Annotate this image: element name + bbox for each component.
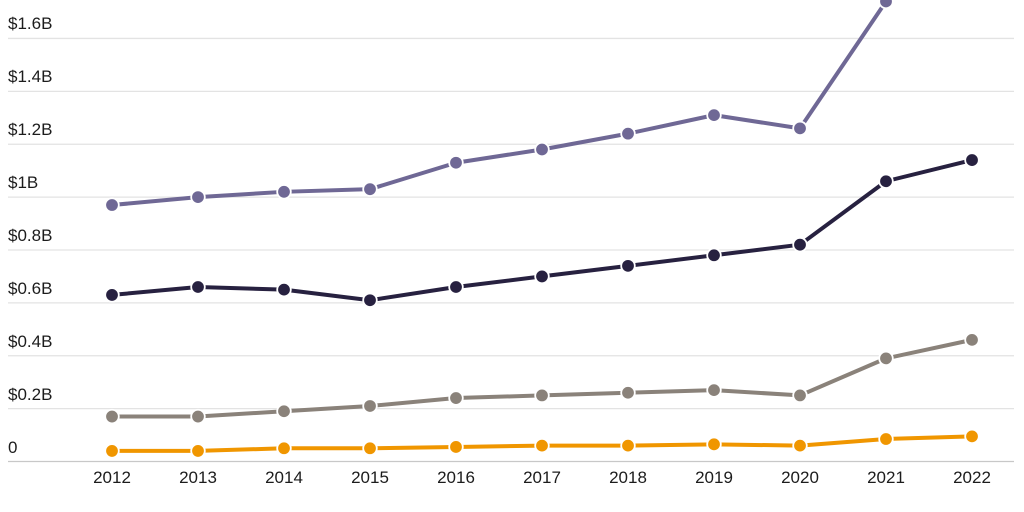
gray-series-point-2012 (104, 408, 120, 425)
orange-series-point-2020 (792, 437, 808, 454)
y-tick-label: $1B (8, 173, 39, 193)
x-tick-label: 2021 (867, 468, 905, 487)
orange-series-point-2014 (276, 440, 292, 456)
x-tick-label: 2020 (781, 468, 819, 487)
gray-series-point-2018 (620, 385, 636, 401)
y-tick-label: $0.6B (8, 278, 53, 298)
navy-series-point-2017 (534, 268, 550, 285)
orange-series-point-2012 (104, 443, 120, 459)
navy-series-point-2021 (878, 173, 894, 189)
y-tick-label: $1.2B (8, 120, 53, 140)
y-tick-label: $0.4B (8, 331, 53, 351)
x-tick-label: 2014 (265, 468, 303, 487)
navy-series-point-2022 (964, 152, 980, 168)
purple-series-point-2014 (276, 184, 292, 200)
gray-series-point-2013 (190, 408, 206, 425)
navy-series-point-2016 (448, 279, 464, 295)
orange-series-point-2019 (706, 436, 722, 453)
gray-series-point-2019 (706, 382, 722, 398)
x-tick-label: 2015 (351, 468, 389, 487)
gray-series-point-2014 (276, 403, 292, 419)
gray-series-point-2015 (362, 398, 378, 414)
purple-series-point-2019 (706, 107, 722, 123)
purple-series-point-2015 (362, 181, 378, 197)
orange-series-point-2017 (534, 437, 550, 454)
purple-series-point-2017 (534, 141, 550, 158)
x-tick-label: 2018 (609, 468, 647, 487)
purple-series-point-2020 (792, 120, 808, 137)
y-tick-label: $1.6B (8, 14, 53, 34)
navy-series-point-2012 (104, 287, 120, 303)
navy-series-point-2019 (706, 247, 722, 263)
y-tick-label: $1.4B (8, 67, 53, 87)
orange-series-point-2013 (190, 443, 206, 459)
gray-series-point-2021 (878, 350, 894, 367)
gray-series-line (110, 337, 974, 419)
y-tick-label: $0.8B (8, 225, 53, 245)
x-tick-label: 2019 (695, 468, 733, 487)
x-tick-label: 2022 (953, 468, 991, 487)
purple-series-point-2012 (104, 197, 120, 213)
orange-series-point-2018 (620, 437, 636, 454)
gray-series-point-2017 (534, 387, 550, 404)
purple-series-point-2016 (448, 155, 464, 171)
y-tick-label: $0.2B (8, 384, 53, 404)
purple-series-line (110, 0, 888, 208)
purple-series-point-2018 (620, 125, 636, 142)
x-tick-label: 2017 (523, 468, 561, 487)
gray-series-point-2016 (448, 390, 464, 406)
navy-series-point-2020 (792, 236, 808, 253)
y-tick-label: 0 (8, 437, 18, 457)
x-tick-label: 2016 (437, 468, 475, 487)
purple-series-point-2021 (878, 0, 894, 10)
gray-series-point-2020 (792, 387, 808, 404)
navy-series-point-2014 (276, 281, 292, 298)
gray-series-point-2022 (964, 332, 980, 348)
navy-series-point-2013 (190, 279, 206, 295)
navy-series-point-2018 (620, 258, 636, 274)
x-tick-label: 2013 (179, 468, 217, 487)
orange-series-point-2016 (448, 439, 464, 455)
orange-series-point-2015 (362, 440, 378, 456)
purple-series-point-2013 (190, 189, 206, 205)
navy-series-point-2015 (362, 292, 378, 308)
orange-series-point-2021 (878, 431, 894, 447)
x-tick-label: 2012 (93, 468, 131, 487)
orange-series-point-2022 (964, 428, 980, 445)
